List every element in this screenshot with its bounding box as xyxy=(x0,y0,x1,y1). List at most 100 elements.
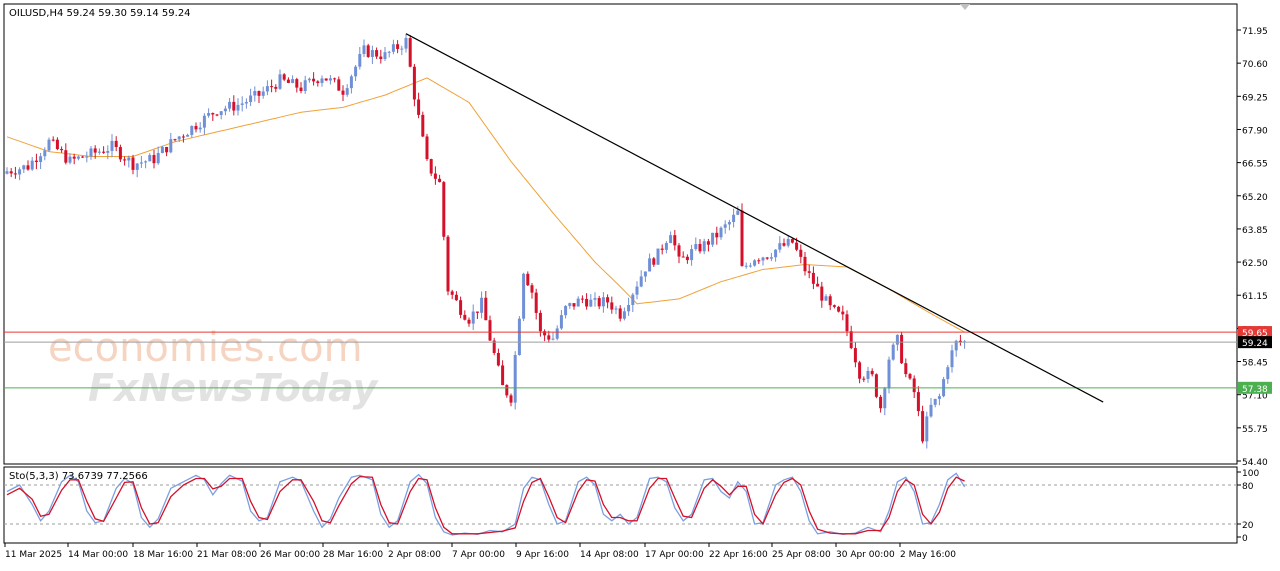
y-tick-label: 54.40 xyxy=(1242,458,1268,468)
x-tick-label: 25 Apr 08:00 xyxy=(772,550,831,560)
candle-body xyxy=(782,243,786,246)
candle-body xyxy=(891,344,895,360)
candle xyxy=(564,305,568,319)
candle-body xyxy=(349,76,353,89)
candle xyxy=(933,398,937,408)
candle-body xyxy=(643,271,647,277)
candle xyxy=(908,372,912,380)
candle xyxy=(463,310,467,321)
candle xyxy=(585,293,589,310)
candle xyxy=(622,307,626,321)
candle xyxy=(240,96,244,112)
candle xyxy=(509,393,513,407)
x-tick-label: 21 Mar 08:00 xyxy=(197,550,257,560)
candle-body xyxy=(72,156,76,159)
candle-body xyxy=(396,44,400,49)
candle-body xyxy=(177,136,181,140)
candle xyxy=(64,143,68,165)
candle-body xyxy=(9,171,13,174)
candle xyxy=(286,77,290,84)
candle xyxy=(841,305,845,321)
candle-body xyxy=(81,156,85,158)
candle-body xyxy=(181,136,185,138)
candle-body xyxy=(244,102,248,104)
candle xyxy=(18,167,22,181)
candle-body xyxy=(450,291,454,295)
candle-body xyxy=(580,298,584,300)
candle-body xyxy=(690,249,694,261)
candle xyxy=(711,232,715,248)
candle-body xyxy=(610,302,614,310)
candle-body xyxy=(593,298,597,300)
candle xyxy=(601,292,605,313)
stoch-main-line xyxy=(6,472,966,536)
candle-body xyxy=(849,331,853,349)
candle xyxy=(505,384,509,398)
candle xyxy=(110,134,114,158)
candle-body xyxy=(421,114,425,137)
candle-body xyxy=(664,243,668,250)
candle xyxy=(879,394,883,413)
candle-body xyxy=(719,227,723,238)
candle xyxy=(144,160,148,169)
candle-body xyxy=(387,51,391,53)
candle-body xyxy=(362,45,366,54)
shift-marker-icon[interactable] xyxy=(960,4,970,10)
candle xyxy=(270,79,274,93)
candle xyxy=(181,134,185,143)
candle xyxy=(354,64,358,81)
candle-body xyxy=(534,292,538,313)
candle-body xyxy=(862,378,866,380)
candle-body xyxy=(908,374,912,379)
candle xyxy=(568,302,572,309)
candle xyxy=(303,75,307,94)
candle-body xyxy=(467,319,471,324)
candle xyxy=(299,82,303,94)
trendline[interactable] xyxy=(405,33,1104,403)
candle-body xyxy=(34,160,38,163)
candle xyxy=(379,49,383,64)
candle xyxy=(169,132,173,154)
stoch-header: Sto(5,3,3) 73.6739 77.2566 xyxy=(9,471,148,482)
candle xyxy=(135,162,139,178)
candle-body xyxy=(757,260,761,262)
candle xyxy=(349,74,353,94)
candle xyxy=(820,281,824,308)
candle-body xyxy=(316,81,320,83)
candle xyxy=(862,376,866,383)
candle xyxy=(656,248,660,265)
candle xyxy=(446,234,450,296)
candle xyxy=(131,154,135,175)
stoch-y-tick-label: 100 xyxy=(1242,469,1259,479)
candle xyxy=(429,158,433,177)
candle-body xyxy=(660,248,664,250)
candle xyxy=(937,393,941,406)
candle-body xyxy=(463,314,467,320)
candle xyxy=(681,251,685,258)
candle xyxy=(215,113,219,117)
candle xyxy=(648,253,652,272)
candle xyxy=(295,77,299,93)
candle-body xyxy=(807,271,811,273)
x-tick-label: 9 Apr 16:00 xyxy=(516,550,569,560)
stoch-plot-area[interactable] xyxy=(3,466,1238,544)
stochastic: 100 80 20 0 xyxy=(4,469,1259,544)
candle-body xyxy=(559,315,563,329)
candle xyxy=(551,332,555,341)
candles xyxy=(5,34,967,449)
candle xyxy=(593,292,597,307)
candle-body xyxy=(110,140,114,151)
candle xyxy=(610,296,614,314)
candle-body xyxy=(299,87,303,91)
candle-body xyxy=(564,305,568,316)
candle-body xyxy=(656,248,660,265)
candle xyxy=(202,113,206,135)
y-tick-label: 55.75 xyxy=(1242,425,1268,435)
candle xyxy=(732,208,736,228)
candle xyxy=(606,294,610,309)
candle xyxy=(261,86,265,99)
candle-body xyxy=(68,156,72,163)
candle-body xyxy=(169,139,173,153)
candle-body xyxy=(139,162,143,164)
